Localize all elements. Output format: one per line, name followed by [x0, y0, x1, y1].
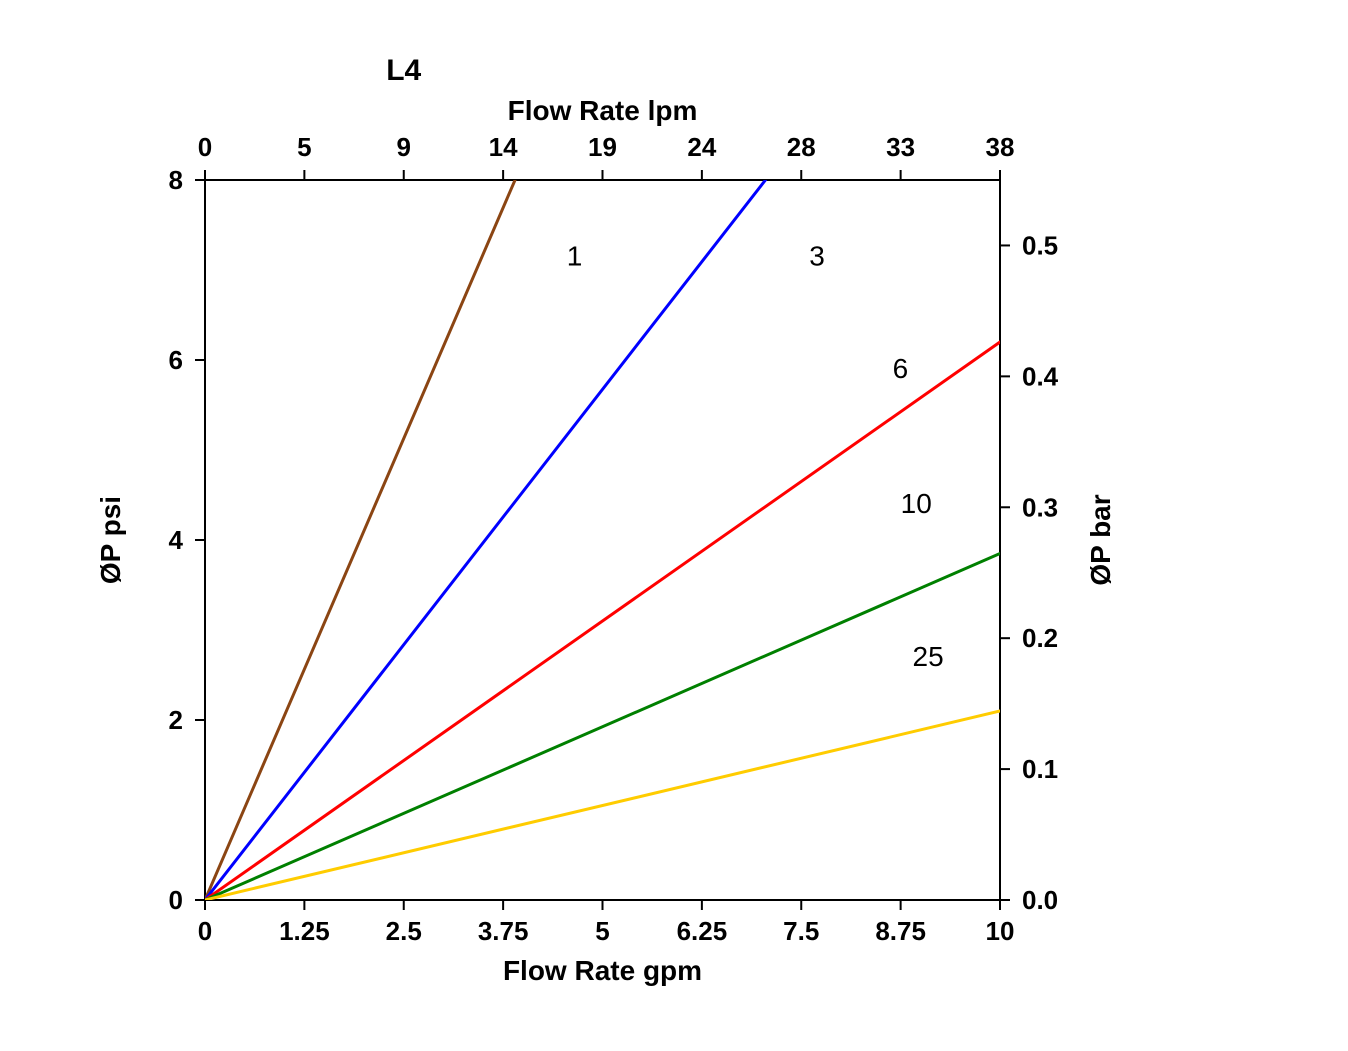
- y-right-tick-label: 0.3: [1022, 492, 1058, 522]
- y-right-tick-label: 0.4: [1022, 361, 1059, 391]
- x-top-tick-label: 5: [297, 132, 311, 162]
- x-bottom-tick-label: 1.25: [279, 916, 330, 946]
- y-left-tick-label: 6: [169, 345, 183, 375]
- x-bottom-tick-label: 3.75: [478, 916, 529, 946]
- x-top-tick-label: 9: [397, 132, 411, 162]
- y-right-tick-label: 0.1: [1022, 754, 1058, 784]
- series-label-1: 1: [567, 241, 583, 272]
- plot-area-border: [205, 180, 1000, 900]
- series-line-10: [205, 554, 1000, 901]
- y-left-tick-label: 4: [169, 525, 184, 555]
- y-left-tick-label: 0: [169, 885, 183, 915]
- series-line-3: [205, 180, 765, 900]
- x-top-tick-label: 33: [886, 132, 915, 162]
- x-bottom-tick-label: 6.25: [677, 916, 728, 946]
- flow-pressure-chart: 01.252.53.7556.257.58.7510Flow Rate gpm0…: [0, 0, 1348, 1051]
- chart-title: L4: [386, 54, 421, 87]
- x-bottom-tick-label: 0: [198, 916, 212, 946]
- series-label-6: 6: [893, 353, 909, 384]
- x-bottom-tick-label: 10: [986, 916, 1015, 946]
- y-right-axis-label: ØP bar: [1085, 494, 1116, 585]
- x-bottom-tick-label: 2.5: [386, 916, 422, 946]
- y-right-tick-label: 0.5: [1022, 230, 1058, 260]
- series-line-25: [205, 711, 1000, 900]
- x-top-axis-label: Flow Rate lpm: [508, 95, 698, 126]
- x-bottom-axis-label: Flow Rate gpm: [503, 955, 702, 986]
- x-bottom-tick-label: 5: [595, 916, 609, 946]
- x-top-tick-label: 28: [787, 132, 816, 162]
- y-right-tick-label: 0.0: [1022, 885, 1058, 915]
- x-top-tick-label: 0: [198, 132, 212, 162]
- series-label-25: 25: [913, 641, 944, 672]
- x-top-tick-label: 38: [986, 132, 1015, 162]
- x-top-tick-label: 19: [588, 132, 617, 162]
- y-right-tick-label: 0.2: [1022, 623, 1058, 653]
- x-bottom-tick-label: 7.5: [783, 916, 819, 946]
- y-left-tick-label: 2: [169, 705, 183, 735]
- x-top-tick-label: 14: [489, 132, 518, 162]
- y-left-axis-label: ØP psi: [95, 496, 126, 584]
- y-left-tick-label: 8: [169, 165, 183, 195]
- x-top-tick-label: 24: [687, 132, 716, 162]
- series-lines-group: [205, 180, 1000, 900]
- x-bottom-tick-label: 8.75: [875, 916, 926, 946]
- series-label-3: 3: [809, 241, 825, 272]
- series-label-10: 10: [901, 488, 932, 519]
